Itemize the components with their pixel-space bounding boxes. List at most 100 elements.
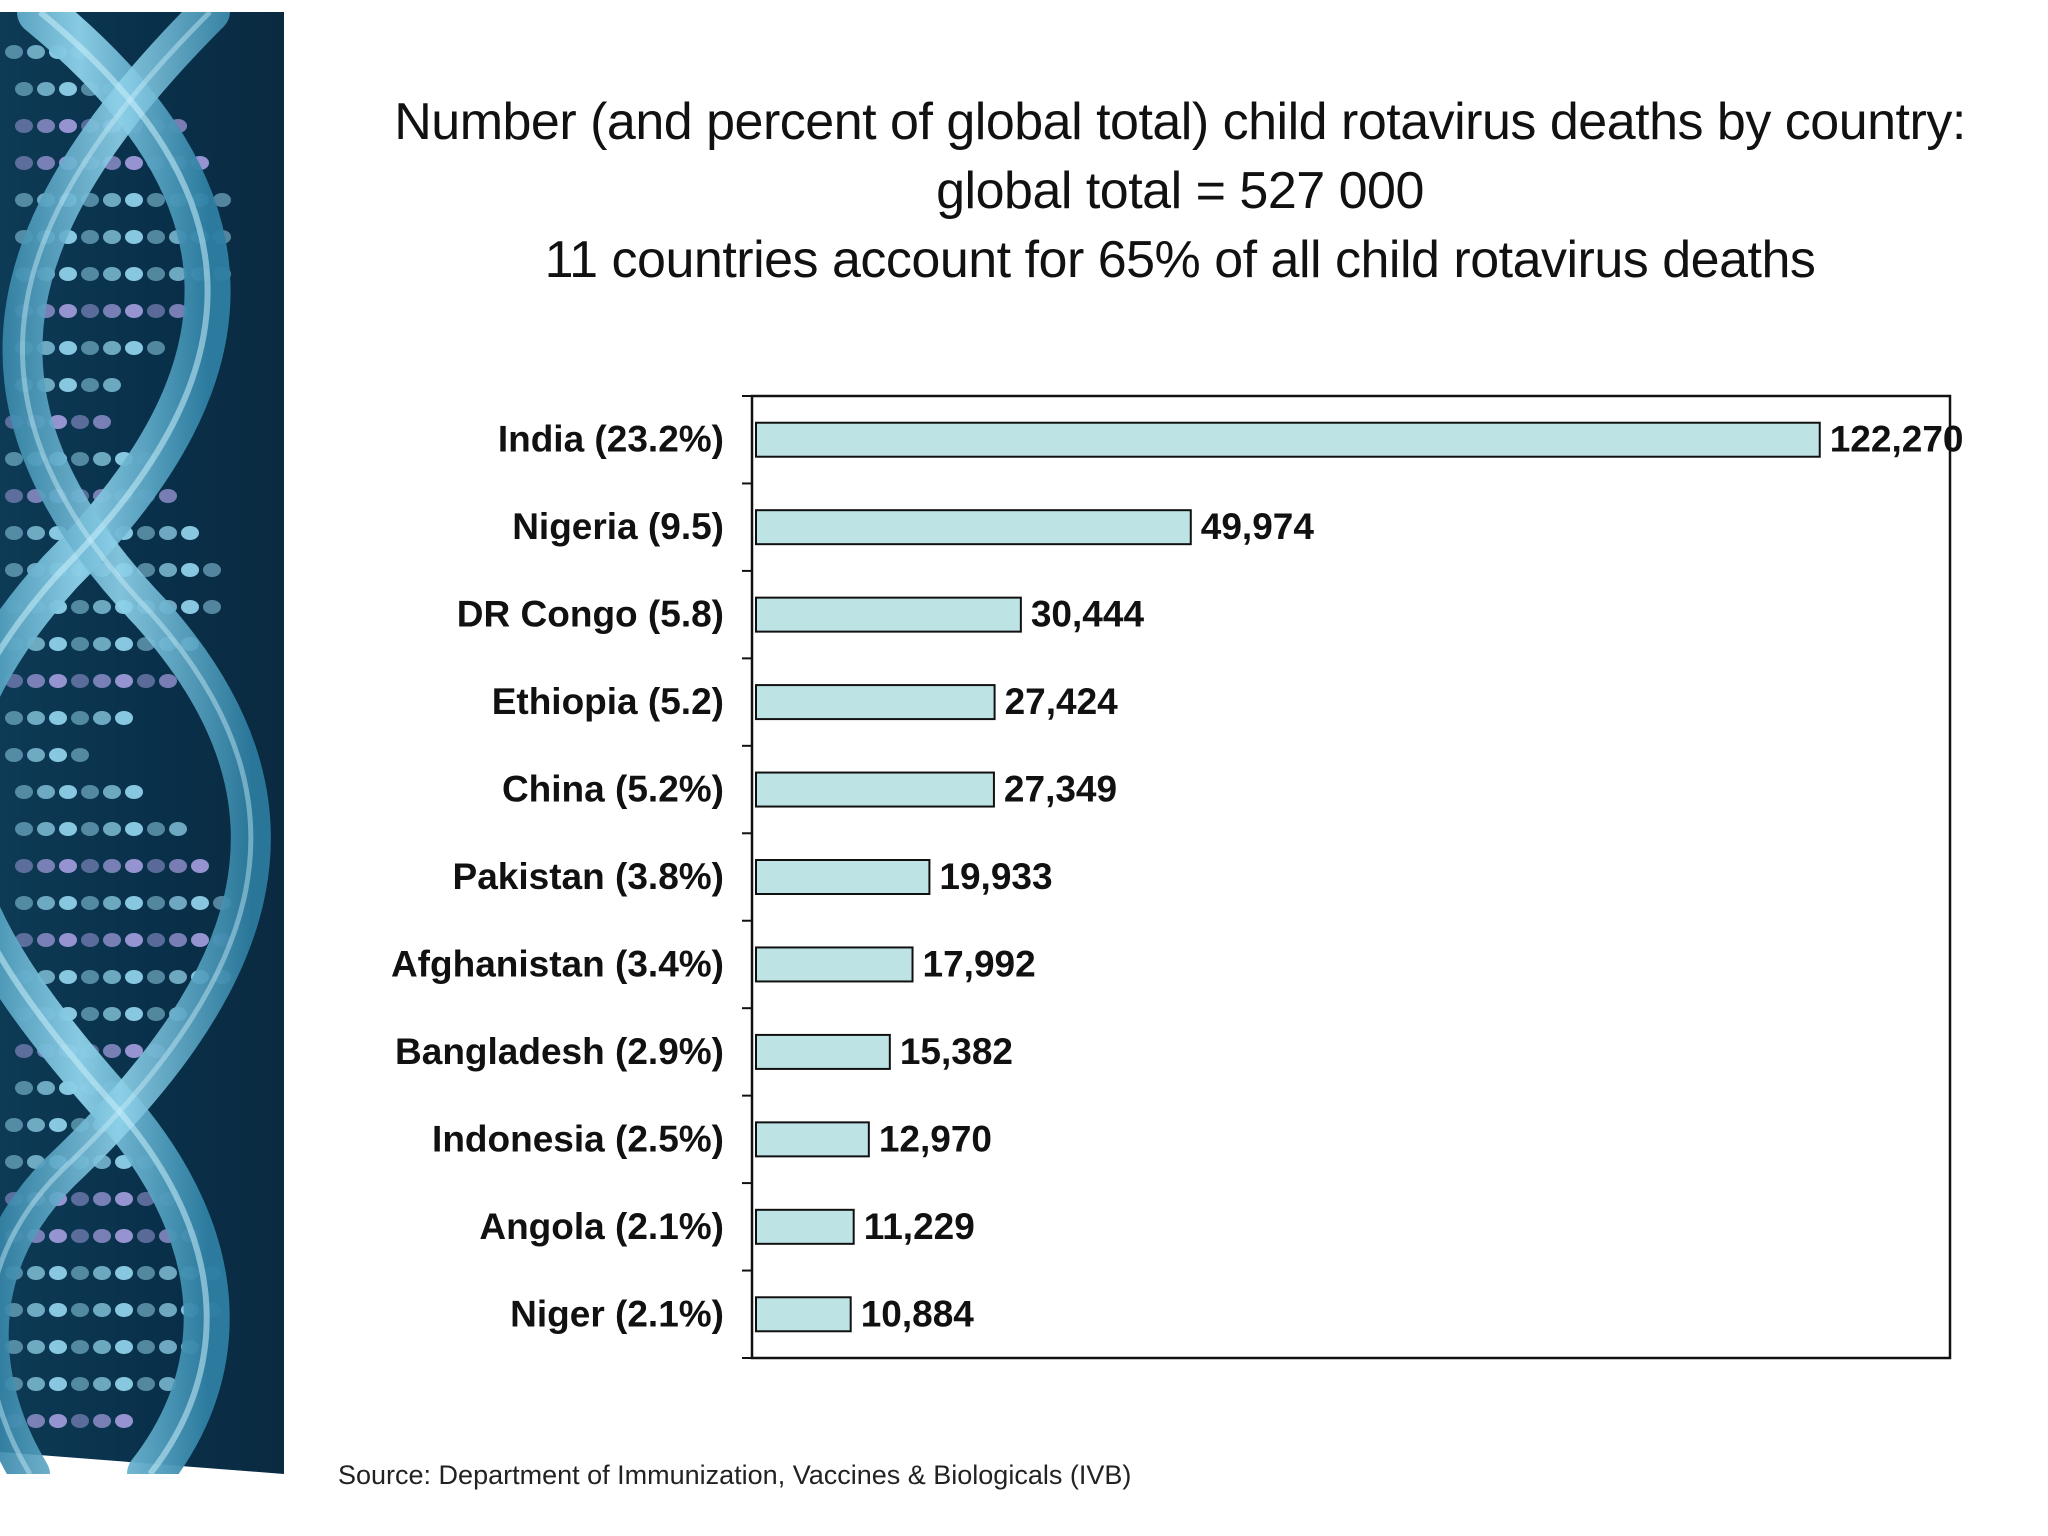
dna-bead	[147, 193, 165, 207]
dna-bead	[15, 193, 33, 207]
dna-bead	[59, 933, 77, 947]
dna-bead	[37, 82, 55, 96]
dna-bead	[15, 156, 33, 170]
dna-bead	[169, 896, 187, 910]
title-line-2: global total = 527 000	[936, 162, 1424, 220]
dna-bead	[103, 970, 121, 984]
category-label: Indonesia (2.5%)	[432, 1118, 724, 1159]
source-note: Source: Department of Immunization, Vacc…	[338, 1460, 1132, 1490]
dna-bead	[27, 45, 45, 59]
dna-bead	[5, 748, 23, 762]
dna-bead	[81, 859, 99, 873]
dna-bead	[71, 711, 89, 725]
dna-bead	[115, 1192, 133, 1206]
title-line-3: 11 countries account for 65% of all chil…	[544, 231, 1816, 289]
dna-bead	[159, 1266, 177, 1280]
dna-bead	[15, 785, 33, 799]
dna-bead	[59, 267, 77, 281]
dna-bead	[147, 267, 165, 281]
bar	[755, 421, 1821, 458]
dna-bead	[81, 896, 99, 910]
dna-bead	[93, 1303, 111, 1317]
dna-bead	[49, 674, 67, 688]
dna-bead	[169, 267, 187, 281]
bar	[755, 1296, 852, 1333]
dna-bead	[5, 563, 23, 577]
dna-bead	[59, 304, 77, 318]
dna-bead	[147, 341, 165, 355]
dna-bead	[81, 785, 99, 799]
dna-bead	[71, 674, 89, 688]
dna-bead	[125, 341, 143, 355]
value-label: 27,349	[1004, 769, 1117, 810]
dna-bead	[49, 637, 67, 651]
value-label: 10,884	[861, 1293, 975, 1334]
category-label: DR Congo (5.8)	[457, 594, 724, 635]
dna-bead	[125, 230, 143, 244]
dna-bead	[137, 674, 155, 688]
dna-bead	[169, 304, 187, 318]
dna-bead	[81, 378, 99, 392]
dna-bead	[103, 267, 121, 281]
bar	[755, 596, 1022, 633]
value-label: 30,444	[1031, 594, 1145, 635]
dna-bead	[93, 711, 111, 725]
dna-bead	[59, 785, 77, 799]
dna-bead	[159, 1340, 177, 1354]
dna-bead	[125, 785, 143, 799]
dna-bead	[59, 378, 77, 392]
dna-bead	[93, 637, 111, 651]
category-label: Angola (2.1%)	[479, 1206, 724, 1247]
dna-bead	[115, 637, 133, 651]
dna-bead	[125, 193, 143, 207]
dna-bead	[71, 1229, 89, 1243]
dna-bead	[103, 933, 121, 947]
dna-bead	[93, 1414, 111, 1428]
dna-bead	[169, 933, 187, 947]
bar	[755, 509, 1192, 546]
dna-bead	[81, 822, 99, 836]
dna-bead	[103, 785, 121, 799]
dna-bead	[125, 822, 143, 836]
dna-bead	[115, 1266, 133, 1280]
dna-bead	[15, 822, 33, 836]
dna-bead	[59, 82, 77, 96]
dna-bead	[5, 452, 23, 466]
dna-bead	[37, 933, 55, 947]
dna-bead	[5, 45, 23, 59]
dna-bead	[27, 748, 45, 762]
value-label: 15,382	[900, 1031, 1013, 1072]
dna-bead	[37, 859, 55, 873]
dna-bead	[181, 600, 199, 614]
dna-bead	[27, 1340, 45, 1354]
dna-bead	[27, 1414, 45, 1428]
dna-bead	[5, 1340, 23, 1354]
dna-bead	[137, 1377, 155, 1391]
dna-bead	[115, 1377, 133, 1391]
dna-bead	[27, 674, 45, 688]
bar	[755, 1121, 870, 1158]
dna-bead	[15, 896, 33, 910]
dna-bead	[203, 563, 221, 577]
dna-bead	[59, 896, 77, 910]
dna-bead	[93, 1229, 111, 1243]
dna-bead	[71, 1414, 89, 1428]
value-label: 122,270	[1830, 419, 1964, 460]
dna-bead	[71, 1377, 89, 1391]
dna-bead	[37, 156, 55, 170]
dna-bead	[137, 1266, 155, 1280]
dna-bead	[125, 304, 143, 318]
dna-bead	[49, 1377, 67, 1391]
value-label: 27,424	[1005, 681, 1119, 722]
bar	[755, 771, 995, 808]
dna-bead	[191, 859, 209, 873]
dna-bead	[27, 1266, 45, 1280]
category-label: Niger (2.1%)	[510, 1293, 724, 1334]
dna-bead	[59, 859, 77, 873]
dna-bead	[71, 1340, 89, 1354]
dna-bead	[71, 1266, 89, 1280]
value-label: 49,974	[1201, 506, 1315, 547]
dna-bead	[15, 82, 33, 96]
dna-bead	[147, 970, 165, 984]
dna-bead	[125, 156, 143, 170]
